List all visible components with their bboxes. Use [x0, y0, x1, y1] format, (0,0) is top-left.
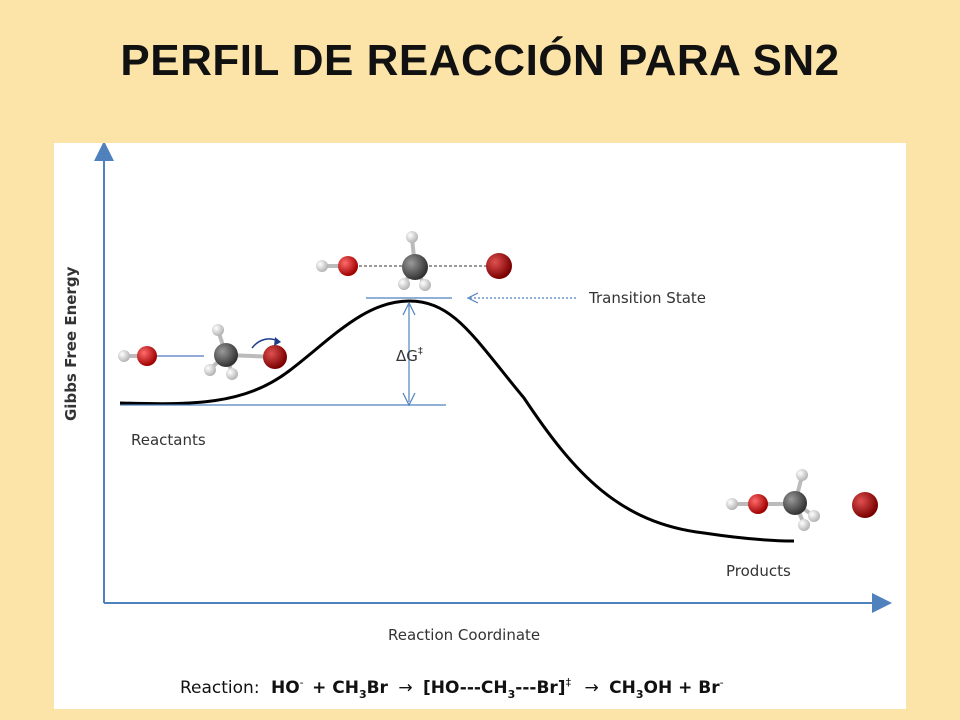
- energy-curve: [119, 299, 795, 543]
- reactants-molecule-icon: [118, 324, 287, 380]
- transition-state-label: Transition State: [588, 289, 706, 307]
- transition-state-molecule-icon: [316, 231, 512, 291]
- reactants-label: Reactants: [131, 431, 206, 449]
- y-axis-label: Gibbs Free Energy: [62, 266, 80, 421]
- energy-diagram: Gibbs Free Energy Reaction Coordinate ΔG…: [62, 143, 892, 701]
- activation-energy-label: ΔG‡: [396, 346, 423, 365]
- reaction-equation: Reaction: HO- + CH3Br → [HO---CH3---Br]‡…: [180, 671, 724, 701]
- products-molecule-icon: [726, 469, 878, 531]
- x-axis-label: Reaction Coordinate: [388, 626, 540, 644]
- energy-diagram-panel: Gibbs Free Energy Reaction Coordinate ΔG…: [54, 143, 906, 709]
- products-label: Products: [726, 562, 791, 580]
- slide-title: PERFIL DE REACCIÓN PARA SN2: [120, 36, 840, 85]
